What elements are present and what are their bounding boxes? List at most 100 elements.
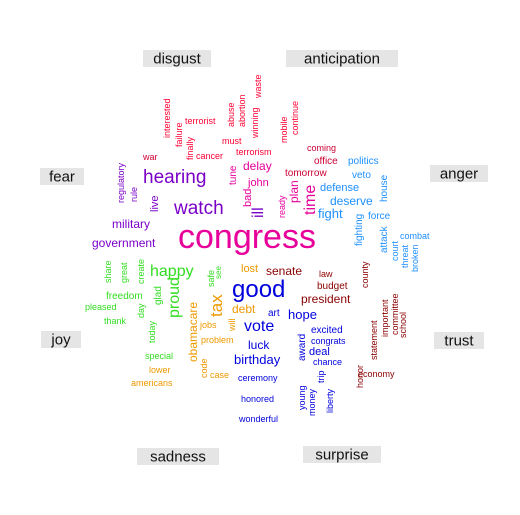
word-debt: debt xyxy=(232,302,256,316)
word-day: day xyxy=(136,303,146,318)
word-chance: chance xyxy=(313,357,342,367)
word-jobs: jobs xyxy=(199,320,217,330)
word-regulatory: regulatory xyxy=(116,162,126,203)
word-abuse: abuse xyxy=(226,102,236,127)
word-deal: deal xyxy=(309,346,330,358)
word-share: share xyxy=(103,260,113,283)
word-president: president xyxy=(301,292,351,306)
word-fighting: fighting xyxy=(354,214,365,246)
word-live: live xyxy=(149,195,161,212)
word-thank: thank xyxy=(104,316,127,326)
label-trust: trust xyxy=(434,332,484,350)
word-john: john xyxy=(247,177,269,189)
word-birthday: birthday xyxy=(234,352,281,367)
word-must: must xyxy=(222,136,242,146)
word-threat: threat xyxy=(400,244,410,268)
word-see: see xyxy=(214,266,223,279)
word-congrats: congrats xyxy=(311,336,346,346)
word-veto: veto xyxy=(352,170,371,181)
word-law: law xyxy=(319,269,333,279)
word-failure: failure xyxy=(174,122,184,147)
word-office: office xyxy=(314,156,338,167)
word-today: today xyxy=(147,320,157,343)
word-interested: interested xyxy=(162,98,172,138)
word-ceremony: ceremony xyxy=(238,373,278,383)
word-safe: safe xyxy=(206,270,216,287)
word-important: important xyxy=(380,299,390,337)
word-vote: vote xyxy=(244,318,274,335)
word-special: special xyxy=(145,351,173,361)
word-case: case xyxy=(210,370,229,380)
word-coming: coming xyxy=(307,143,336,153)
word-honored: honored xyxy=(241,394,274,404)
label-anger-text: anger xyxy=(440,166,478,183)
word-great: great xyxy=(119,262,129,283)
word-bad: bad xyxy=(242,189,254,207)
word-code: code xyxy=(199,358,209,378)
word-fight: fight xyxy=(318,206,343,221)
word-budget: budget xyxy=(317,281,348,292)
word-attack: attack xyxy=(379,225,390,253)
label-joy: joy xyxy=(41,331,81,349)
label-trust-text: trust xyxy=(444,333,474,350)
label-surprise: surprise xyxy=(303,446,381,464)
word-defense: defense xyxy=(320,182,359,194)
word-statement: statement xyxy=(369,320,379,360)
word-finally: finally xyxy=(185,136,195,160)
label-fear: fear xyxy=(40,168,84,186)
word-watch: watch xyxy=(173,198,224,219)
word-time: time xyxy=(302,185,319,215)
word-tomorrow: tomorrow xyxy=(285,168,327,179)
label-fear-text: fear xyxy=(49,169,75,186)
label-anticipation-text: anticipation xyxy=(304,51,380,68)
word-will: will xyxy=(227,319,237,333)
label-anger: anger xyxy=(430,165,488,183)
word-ready: ready xyxy=(277,195,287,218)
word-award: award xyxy=(297,334,308,361)
word-tax: tax xyxy=(207,294,226,317)
word-trip: trip xyxy=(316,370,326,383)
label-sadness-text: sadness xyxy=(150,449,206,466)
word-young: young xyxy=(297,385,307,410)
word-school: school xyxy=(398,312,408,338)
word-abortion: abortion xyxy=(237,94,247,127)
word-committee: committee xyxy=(390,293,400,335)
word-rule: rule xyxy=(129,187,139,202)
word-hearing: hearing xyxy=(143,167,206,188)
word-deserve: deserve xyxy=(330,194,373,208)
word-economy: economy xyxy=(358,369,395,379)
word-happy: happy xyxy=(150,263,194,280)
word-congress: congress xyxy=(178,218,316,256)
word-force: force xyxy=(368,211,391,222)
word-art: art xyxy=(268,308,280,319)
word-honor: honor xyxy=(355,365,365,388)
word-war: war xyxy=(142,152,158,162)
word-politics: politics xyxy=(348,156,379,167)
word-broken: broken xyxy=(410,244,420,272)
label-disgust-text: disgust xyxy=(153,51,201,68)
word-court: court xyxy=(390,240,400,261)
word-proud: proud xyxy=(166,277,183,318)
word-wonderful: wonderful xyxy=(238,414,278,424)
word-glad: glad xyxy=(153,286,164,305)
label-anticipation: anticipation xyxy=(286,50,398,68)
word-hope: hope xyxy=(288,307,317,322)
label-surprise-text: surprise xyxy=(315,447,368,464)
word-continue: continue xyxy=(290,101,300,135)
label-sadness: sadness xyxy=(137,448,219,466)
word-senate: senate xyxy=(266,264,302,278)
word-combat: combat xyxy=(400,231,430,241)
word-terrorist: terrorist xyxy=(185,116,216,126)
word-terrorism: terrorism xyxy=(236,147,272,157)
word-americans: americans xyxy=(131,378,173,388)
word-obamacare: obamacare xyxy=(186,302,200,362)
word-county: county xyxy=(360,261,370,288)
word-waste: waste xyxy=(253,74,263,99)
word-lost: lost xyxy=(241,263,258,275)
label-joy-text: joy xyxy=(50,332,71,349)
word-military: military xyxy=(112,217,150,231)
word-delay: delay xyxy=(243,159,272,173)
word-government: government xyxy=(92,236,156,250)
